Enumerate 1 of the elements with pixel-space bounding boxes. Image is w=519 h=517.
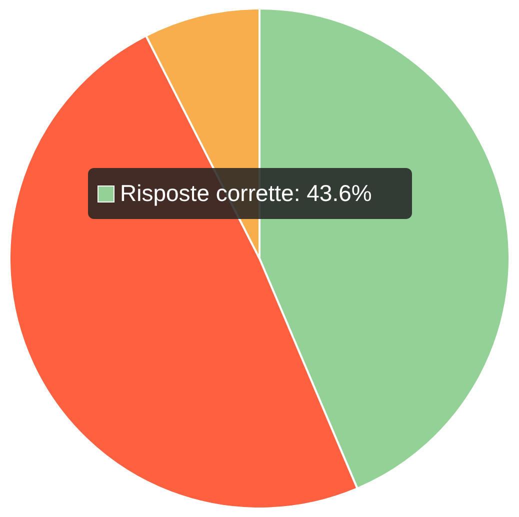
legend-label: Risposte corrette: 43.6% (120, 180, 372, 206)
